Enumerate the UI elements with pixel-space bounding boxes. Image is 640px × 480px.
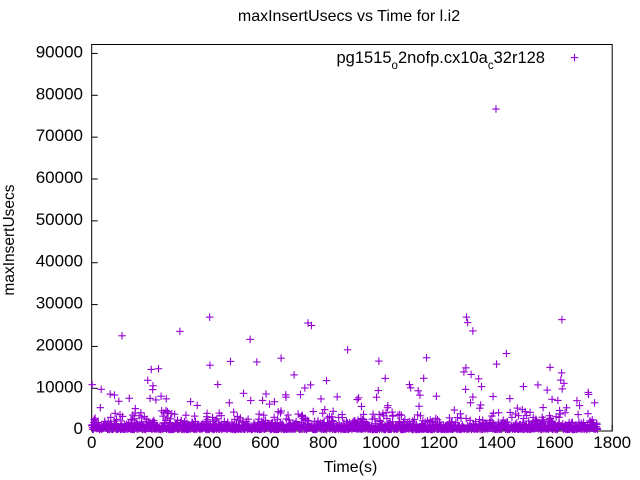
svg-text:maxInsertUsecs vs Time for l.i: maxInsertUsecs vs Time for l.i2: [238, 8, 460, 25]
svg-text:1800: 1800: [593, 433, 631, 452]
svg-text:70000: 70000: [36, 126, 83, 145]
svg-text:50000: 50000: [36, 210, 83, 229]
svg-text:400: 400: [193, 433, 221, 452]
svg-text:30000: 30000: [36, 294, 83, 313]
svg-text:0: 0: [87, 433, 96, 452]
svg-text:40000: 40000: [36, 252, 83, 271]
svg-text:20000: 20000: [36, 335, 83, 354]
svg-text:pg1515o2nofp.cx10ac32r128: pg1515o2nofp.cx10ac32r128: [336, 49, 545, 72]
svg-text:600: 600: [251, 433, 279, 452]
svg-text:maxInsertUsecs: maxInsertUsecs: [1, 184, 18, 295]
svg-text:1400: 1400: [478, 433, 516, 452]
svg-text:1000: 1000: [362, 433, 400, 452]
svg-text:800: 800: [309, 433, 337, 452]
svg-text:0: 0: [74, 419, 83, 438]
svg-text:90000: 90000: [36, 42, 83, 61]
svg-text:200: 200: [135, 433, 163, 452]
svg-text:1600: 1600: [536, 433, 574, 452]
svg-text:60000: 60000: [36, 168, 83, 187]
svg-text:1200: 1200: [420, 433, 458, 452]
svg-text:Time(s): Time(s): [324, 459, 378, 476]
svg-text:80000: 80000: [36, 84, 83, 103]
svg-text:10000: 10000: [36, 377, 83, 396]
